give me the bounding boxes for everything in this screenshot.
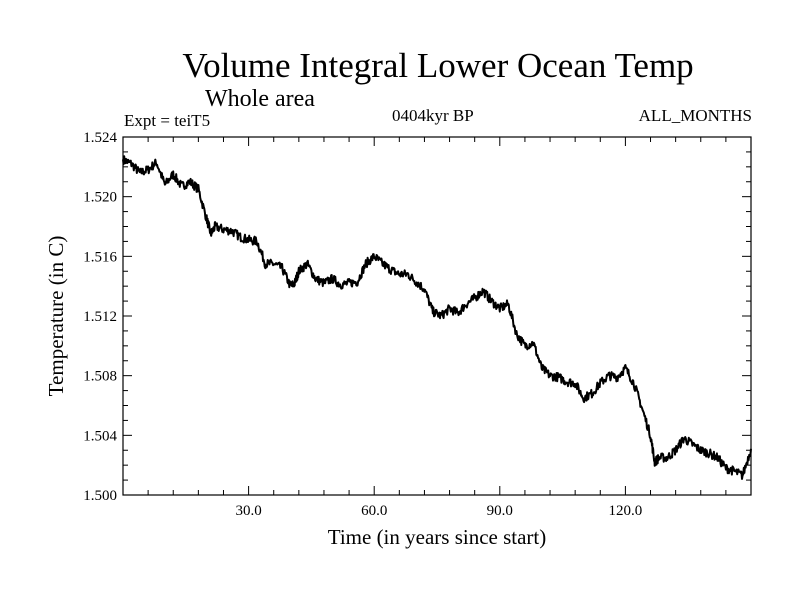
expt-label: Expt = teiT5 <box>124 111 210 130</box>
y-tick-label: 1.500 <box>83 488 117 504</box>
series-line <box>122 155 752 480</box>
y-tick-label: 1.504 <box>83 428 117 444</box>
y-tick-label: 1.512 <box>83 309 117 325</box>
y-axis-label: Temperature (in C) <box>44 236 68 397</box>
x-tick-label: 30.0 <box>235 503 261 519</box>
y-tick-label: 1.520 <box>83 190 117 206</box>
months-label: ALL_MONTHS <box>639 106 752 125</box>
x-axis: 30.0 60.0 90.0 120.0 <box>122 137 752 519</box>
y-tick-label: 1.516 <box>83 249 117 265</box>
chart-title: Volume Integral Lower Ocean Temp <box>182 46 693 85</box>
chart-subtitle: Whole area <box>205 86 315 112</box>
y-tick-label: 1.524 <box>83 130 117 146</box>
y-tick-label: 1.508 <box>83 369 117 385</box>
period-label: 0404kyr BP <box>392 106 474 125</box>
plot-frame <box>122 136 752 496</box>
x-tick-label: 90.0 <box>487 503 513 519</box>
y-axis: 1.500 1.504 1.508 1.512 1.516 1.520 1.524 <box>83 130 751 504</box>
x-axis-label: Time (in years since start) <box>328 525 547 549</box>
x-tick-label: 120.0 <box>609 503 643 519</box>
x-tick-label: 60.0 <box>361 503 387 519</box>
